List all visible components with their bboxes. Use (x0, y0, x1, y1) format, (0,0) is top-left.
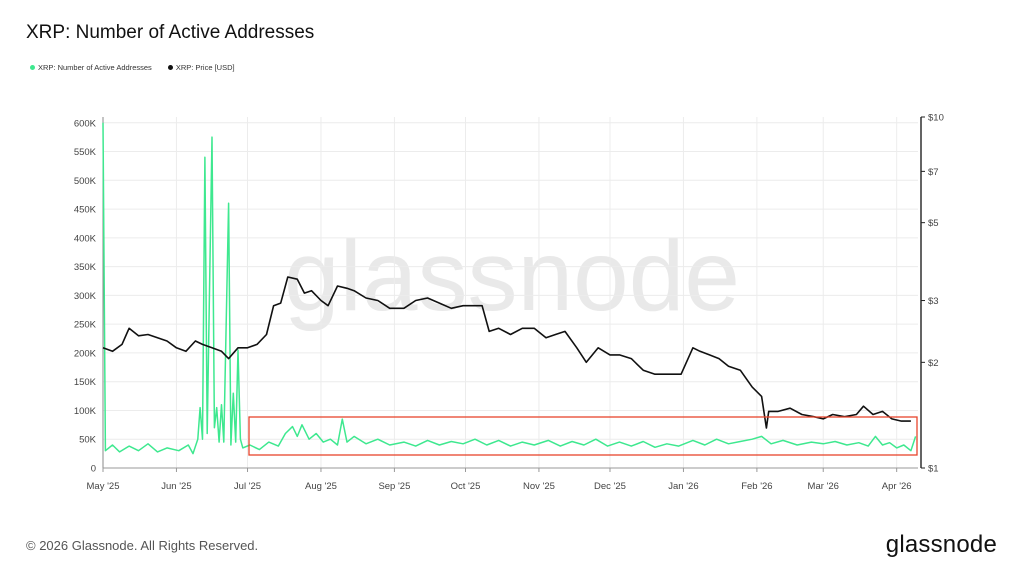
active-addresses-line (102, 122, 917, 455)
series-layer (102, 122, 917, 455)
highlight-box (248, 416, 918, 456)
watermark: glassnode (284, 220, 740, 332)
legend-item-addresses[interactable]: XRP: Number of Active Addresses (30, 63, 152, 72)
legend-item-price[interactable]: XRP: Price [USD] (167, 63, 235, 72)
y-axis-left: 0 50K 100K 150K 200K 250K 300K 350K 400K 450K 500K… (74, 117, 104, 475)
legend: XRP: Number of Active Addresses XRP: Pri… (30, 63, 235, 72)
y-right-tick-label: $1 (928, 464, 939, 475)
chart-title: XRP: Number of Active Addresses (26, 22, 315, 43)
y-left-tick-label: 250K (74, 320, 97, 331)
y-left-tick-label: 500K (74, 176, 97, 187)
x-tick-label: Jan '26 (668, 481, 698, 492)
x-tick-label: Dec '25 (594, 481, 626, 492)
y-left-tick-label: 450K (74, 205, 97, 216)
legend-label-price: XRP: Price [USD] (175, 63, 235, 72)
y-left-tick-label: 100K (74, 406, 97, 417)
y-right-tick-label: $10 (928, 113, 944, 124)
x-tick-label: Oct '25 (451, 481, 481, 492)
x-tick-label: Jun '25 (161, 481, 191, 492)
legend-label-addresses: XRP: Number of Active Addresses (38, 63, 152, 72)
y-left-tick-label: 200K (74, 348, 97, 359)
x-tick-label: May '25 (87, 481, 120, 492)
y-left-tick-label: 300K (74, 291, 97, 302)
copyright: © 2026 Glassnode. All Rights Reserved. (26, 538, 259, 553)
y-right-tick-label: $7 (928, 167, 939, 178)
x-tick-label: Aug '25 (305, 481, 337, 492)
x-tick-label: Sep '25 (378, 481, 410, 492)
x-tick-label: Feb '26 (741, 481, 772, 492)
y-right-tick-label: $2 (928, 358, 939, 369)
legend-dot-addresses (30, 65, 35, 70)
x-tick-label: Mar '26 (808, 481, 839, 492)
y-right-tick-label: $5 (928, 218, 939, 229)
y-left-tick-label: 400K (74, 233, 97, 244)
price-line (102, 276, 911, 429)
x-tick-label: Nov '25 (523, 481, 555, 492)
y-left-tick-label: 0 (91, 464, 96, 475)
y-left-tick-label: 550K (74, 147, 97, 158)
y-right-tick-label: $3 (928, 296, 939, 307)
y-axis-right: $1 $2 $3 $5 $7 $10 (920, 113, 944, 475)
legend-dot-price (167, 65, 173, 70)
brand-logo: glassnode (885, 531, 997, 558)
y-left-tick-label: 350K (74, 262, 97, 273)
y-left-tick-label: 50K (79, 435, 97, 446)
x-axis: May '25 Jun '25 Jul '25 Aug '25 Sep '25 Oct '… (87, 467, 918, 492)
x-tick-label: Jul '25 (234, 481, 261, 492)
y-left-tick-label: 150K (74, 377, 97, 388)
x-tick-label: Apr '26 (882, 481, 912, 492)
y-left-tick-label: 600K (74, 118, 97, 129)
